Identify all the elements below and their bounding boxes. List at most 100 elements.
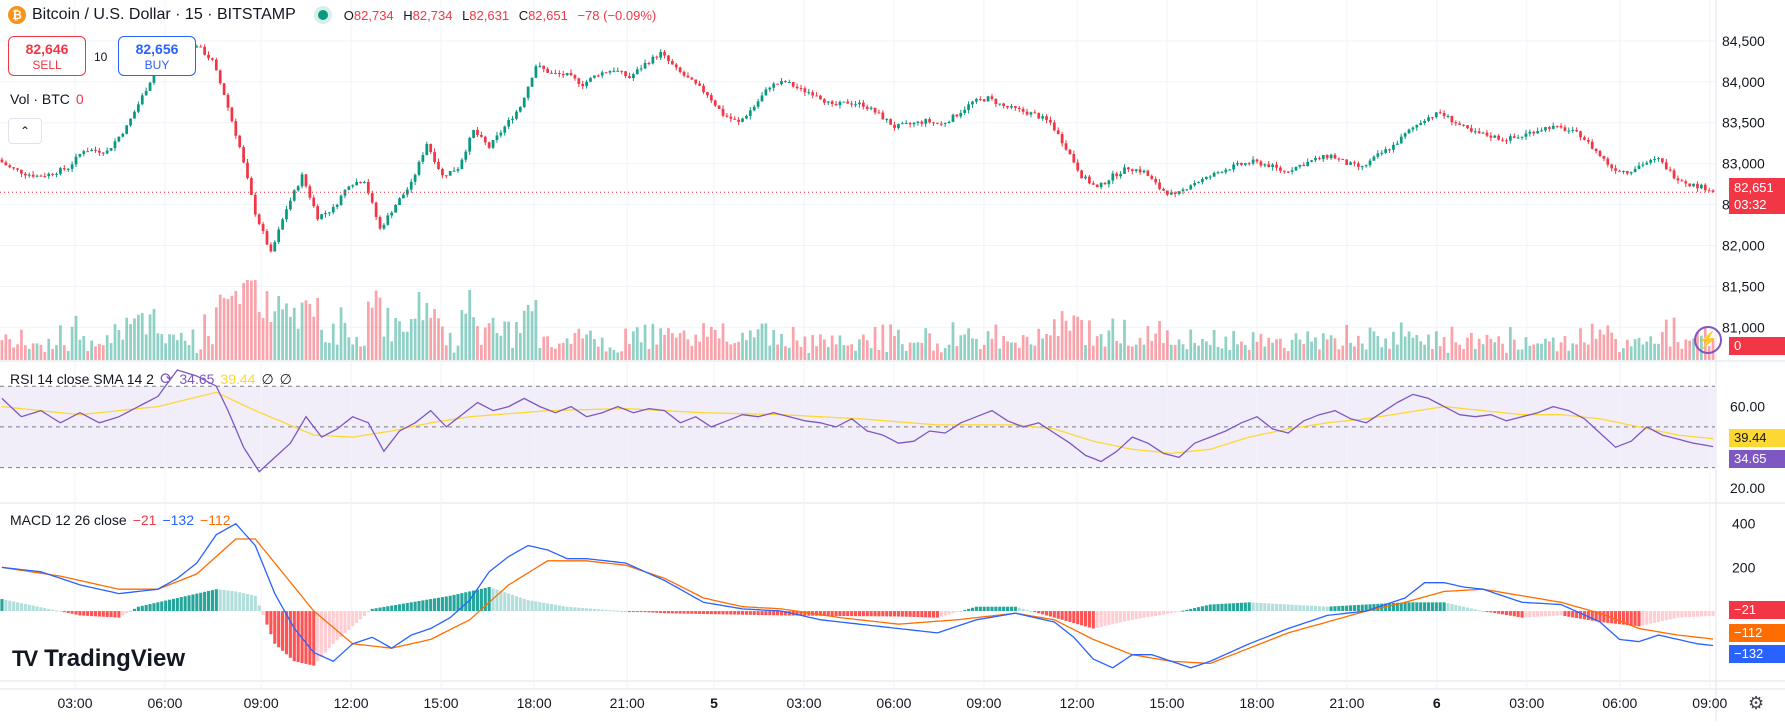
candle-body	[967, 104, 970, 110]
symbol-legend[interactable]: ₿ Bitcoin / U.S. Dollar · 15 · BITSTAMP …	[8, 6, 668, 24]
candle-body	[1267, 164, 1271, 167]
volume-bar	[842, 345, 846, 360]
macd-hist-bar	[1196, 607, 1201, 612]
candle-body	[1376, 153, 1380, 157]
volume-bar	[561, 342, 565, 360]
macd-hist-bar	[1072, 611, 1076, 624]
macd-hist-bar	[1263, 603, 1267, 612]
volume-bar	[152, 308, 156, 360]
macd-hist-bar	[74, 611, 78, 615]
macd-hist-bar	[101, 611, 105, 617]
macd-hist-bar	[397, 604, 402, 612]
settings-icon[interactable]: ⚙	[1748, 693, 1765, 713]
candle-body	[1501, 139, 1504, 141]
candle-body	[226, 94, 230, 108]
macd-hist-bar	[378, 607, 382, 612]
candle-body	[846, 101, 850, 104]
volume-bar	[1470, 332, 1473, 360]
macd-value: −132	[162, 512, 195, 528]
volume-bar	[1532, 344, 1536, 360]
macd-hist-bar	[140, 605, 144, 612]
volume-bar	[515, 321, 518, 360]
candle-body	[1021, 108, 1025, 112]
volume-bar	[409, 319, 413, 360]
rsi-legend[interactable]: RSI 14 close SMA 14 2 ⟳ 34.65 39.44 ∅ ∅	[10, 369, 298, 389]
macd-hist-bar	[129, 611, 133, 613]
candle-body	[1189, 185, 1193, 190]
candle-body	[1224, 169, 1228, 173]
tradingview-logo[interactable]: TV TradingView	[12, 645, 185, 673]
volume-bar	[1002, 335, 1006, 360]
candle-body	[23, 173, 27, 176]
macd-hist-bar	[1419, 602, 1423, 612]
macd-hist-bar	[670, 611, 674, 614]
volume-legend[interactable]: Vol · BTC 0	[10, 91, 90, 107]
volume-bar	[125, 317, 129, 360]
candle-body	[791, 81, 795, 87]
volume-bar	[441, 326, 444, 360]
sell-button[interactable]: 82,646 SELL	[8, 36, 86, 76]
volume-bar	[1321, 333, 1325, 360]
volume-bar	[1485, 334, 1489, 360]
candle-body	[378, 216, 382, 229]
macd-hist-bar	[740, 611, 745, 615]
candle-body	[1049, 119, 1052, 123]
macd-hist-bar	[1068, 611, 1072, 622]
macd-hist-bar	[1563, 611, 1567, 617]
candle-body	[706, 92, 709, 96]
macd-hist-bar	[121, 611, 125, 616]
macd-legend[interactable]: MACD 12 26 close −21 −132 −112	[10, 512, 237, 528]
candle-body	[1692, 183, 1695, 187]
macd-hist-bar	[0, 599, 4, 612]
macd-hist-bar	[195, 593, 199, 612]
macd-hist-bar	[1251, 602, 1255, 612]
macd-hist-bar	[164, 600, 168, 612]
volume-bar	[1544, 338, 1547, 360]
macd-hist-bar	[1337, 606, 1341, 612]
volume-bar	[460, 310, 464, 360]
volume-bar	[175, 340, 179, 360]
macd-hist-bar	[1349, 605, 1353, 612]
macd-hist-bar	[374, 608, 378, 612]
macd-hist-bar	[327, 611, 331, 649]
macd-hist-bar	[358, 611, 363, 620]
macd-hist-bar	[86, 611, 90, 616]
candle-body	[596, 75, 600, 77]
volume-bar	[144, 334, 148, 360]
volume-bar	[1208, 344, 1212, 360]
refresh-icon[interactable]: ⟳	[159, 371, 174, 388]
macd-hist-bar	[1462, 606, 1466, 612]
macd-hist-bar	[62, 611, 66, 613]
candle-body	[117, 136, 121, 142]
rsi-sma-value: 39.44	[220, 371, 256, 387]
lightning-icon[interactable]: ⚡	[1694, 326, 1722, 354]
volume-bar	[1025, 336, 1029, 360]
volume-bar	[1419, 341, 1423, 360]
macd-hist-bar	[643, 611, 647, 613]
collapse-legend-button[interactable]: ⌃	[8, 118, 42, 144]
candle-body	[819, 95, 822, 100]
volume-bar	[834, 344, 838, 360]
candle-body	[772, 83, 776, 88]
candle-body	[441, 169, 444, 176]
candle-body	[316, 206, 320, 220]
volume-bar	[1551, 337, 1555, 360]
macd-hist-bar	[717, 611, 721, 615]
volume-bar	[1173, 344, 1177, 360]
macd-hist-bar	[1044, 611, 1049, 616]
macd-hist-bar	[1154, 611, 1158, 616]
macd-hist-bar	[249, 594, 253, 612]
volume-bar	[1497, 336, 1501, 360]
candle-body	[1173, 192, 1177, 194]
candle-body	[776, 83, 779, 85]
macd-hist-bar	[1539, 611, 1544, 617]
candle-body	[526, 86, 530, 98]
sell-price: 82,646	[25, 41, 69, 57]
candle-body	[908, 122, 912, 125]
volume-bar	[776, 344, 779, 360]
volume-bar	[659, 328, 663, 360]
volume-bar	[1041, 338, 1045, 360]
candle-body	[1197, 182, 1200, 184]
buy-button[interactable]: 82,656 BUY	[118, 36, 196, 76]
